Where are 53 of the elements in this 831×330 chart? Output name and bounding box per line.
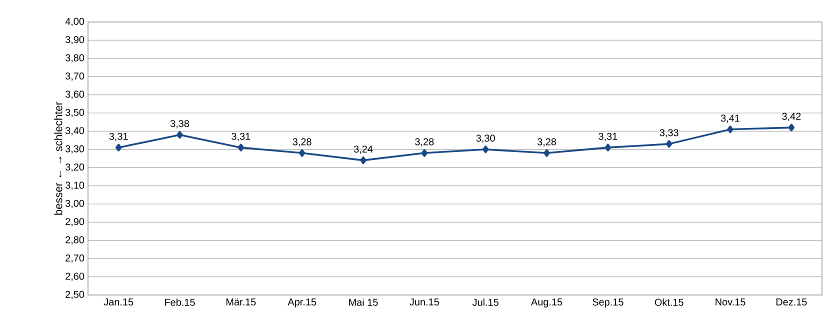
point [421,149,428,157]
data-label: 3,31 [598,132,618,142]
y-tick-label: 4,00 [65,18,84,26]
data-label: 3,28 [537,138,556,147]
data-label: 3,30 [476,134,495,143]
data-label: 3,42 [782,112,801,122]
x-tick-label: Mai 15 [349,298,378,306]
y-tick-label: 2,90 [66,218,84,226]
x-tick-label: Mär.15 [226,298,256,306]
point [176,130,183,139]
data-label: 3,31 [232,132,250,142]
y-tick-label: 3,00 [65,200,84,208]
point [544,149,550,157]
point [788,124,795,132]
x-tick-label: Nov.15 [716,298,746,306]
point [238,144,244,152]
x-tick-label: Sep.15 [592,298,624,308]
y-tick-label: 3,30 [65,145,84,154]
y-tick-label: 3,50 [65,108,84,118]
y-tick-label: 2,70 [66,254,84,263]
y-tick-label: 3,90 [65,36,84,44]
data-label: 3,38 [170,120,190,128]
x-tick-label: Apr.15 [288,298,316,308]
y-tick-label: 2,50 [66,290,84,300]
x-tick-label: Jul.15 [472,298,498,306]
x-tick-label: Feb.15 [165,298,195,306]
x-tick-label: Jan.15 [104,298,134,306]
data-label: 3,24 [354,146,373,154]
point [666,140,672,148]
point [727,125,734,134]
y-tick-label: 2,80 [66,236,84,245]
y-tick-label: 3,40 [65,127,84,136]
y-tick-label: 3,70 [65,72,84,81]
y-tick-label: 3,60 [65,90,84,99]
y-tick-label: 3,80 [65,54,84,63]
data-label: 3,41 [720,114,740,123]
point [115,144,122,152]
x-tick-label: Dez.15 [776,298,807,306]
data-label: 3,31 [109,132,128,142]
data-label: 3,33 [660,129,678,138]
y-tick-label: 3,20 [65,163,84,172]
y-tick-label: 2,60 [66,272,84,281]
data-label: 3,28 [415,138,434,147]
y-tick-label: 3,10 [65,182,84,190]
y-axis-title: besser ← → schlechter [54,102,62,215]
x-tick-label: Okt.15 [654,298,684,306]
x-tick-label: Jun.15 [410,298,439,306]
point [298,149,306,157]
x-tick-label: Aug.15 [530,298,562,308]
data-label: 3,28 [292,138,312,147]
point [360,156,366,164]
point [482,146,489,154]
point [604,144,612,152]
